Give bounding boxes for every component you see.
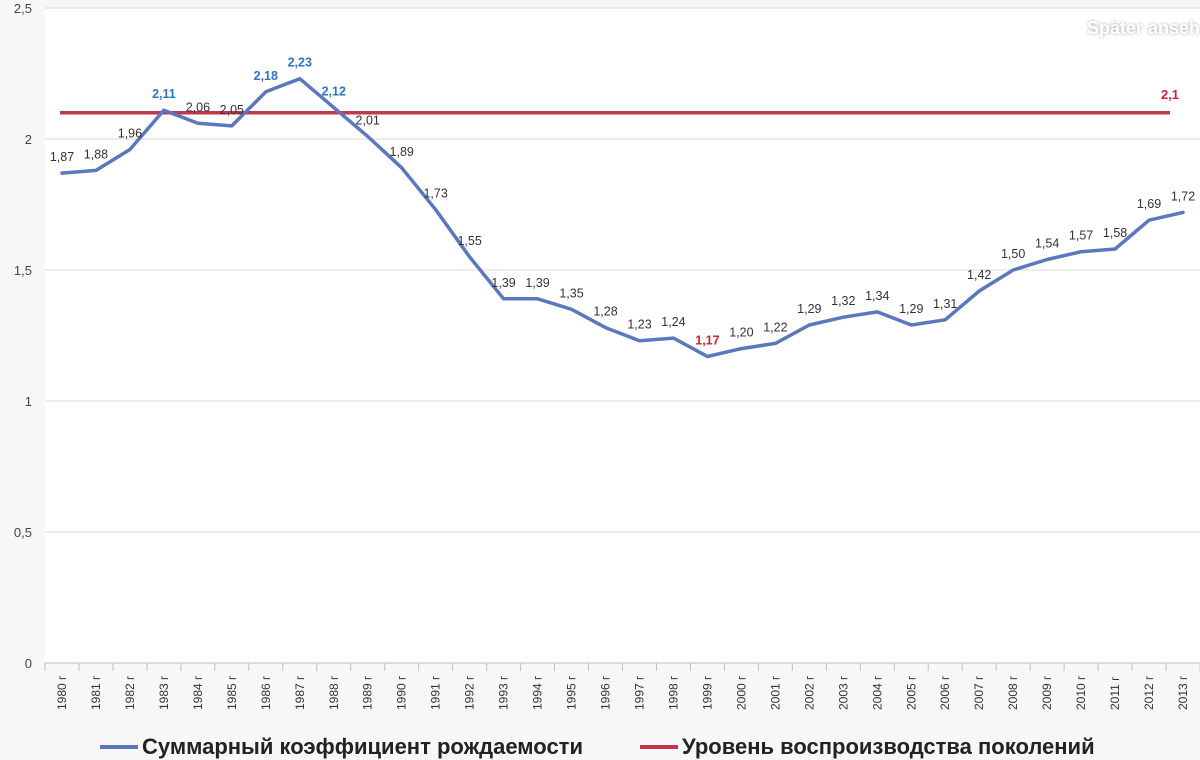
data-label: 2,12 <box>322 85 346 99</box>
x-tick-label: 1998 г <box>666 675 680 710</box>
data-label: 1,22 <box>763 320 787 334</box>
x-tick-label: 2002 г <box>802 675 816 710</box>
data-labels: 1,87 1,88 1,96 2,11 2,06 2,05 2,18 2,23 2,12 2,01… <box>50 56 1195 348</box>
legend-item-fertility: Суммарный коэффициент рождаемости <box>100 734 583 760</box>
x-tick-label: 2003 г <box>836 675 850 710</box>
x-tick-label: 2012 г <box>1142 675 1156 710</box>
legend-swatch-fertility <box>100 745 138 749</box>
y-tick-label: 1,5 <box>14 263 32 278</box>
x-tick-label: 1991 г <box>429 675 443 710</box>
data-label: 2,05 <box>220 103 244 117</box>
data-label: 1,72 <box>1171 189 1195 203</box>
data-label: 1,39 <box>525 276 549 290</box>
x-tick-label: 2000 г <box>734 675 748 710</box>
x-tick-label: 2011 г <box>1108 676 1122 710</box>
data-label: 2,23 <box>288 56 312 70</box>
x-tick-label: 2009 г <box>1040 675 1054 710</box>
y-tick-label: 1 <box>25 394 32 409</box>
x-tick-label: 2006 г <box>938 675 952 710</box>
y-tick-label: 0 <box>25 656 32 671</box>
x-tick-label: 2001 г <box>768 675 782 710</box>
watch-later-overlay[interactable]: Später anseh <box>1086 18 1200 38</box>
x-tick-label: 2007 г <box>972 675 986 710</box>
y-axis-ticks: 0 0,5 1 1,5 2 2,5 <box>14 1 32 671</box>
data-label: 2,06 <box>186 100 210 114</box>
data-label: 1,73 <box>423 187 447 201</box>
x-tick-label: 1983 г <box>157 675 171 710</box>
data-label: 1,96 <box>118 126 142 140</box>
data-label: 2,11 <box>152 87 176 101</box>
x-tick-label: 1992 г <box>463 675 477 710</box>
data-label: 1,20 <box>729 326 753 340</box>
fertility-line <box>60 76 1185 359</box>
data-label: 1,58 <box>1103 226 1127 240</box>
y-tick-label: 0,5 <box>14 525 32 540</box>
x-tick-label: 1994 г <box>531 675 545 710</box>
legend-swatch-replacement <box>640 745 678 749</box>
data-label: 1,29 <box>899 302 923 316</box>
data-label: 1,17 <box>695 333 719 347</box>
x-tick-label: 1981 г <box>89 675 103 710</box>
x-tick-label: 1995 г <box>565 675 579 710</box>
y-tick-label: 2,5 <box>14 1 32 16</box>
x-tick-label: 2010 г <box>1074 675 1088 710</box>
data-label: 1,87 <box>50 150 74 164</box>
legend: Суммарный коэффициент рождаемости Уровен… <box>0 728 1200 760</box>
data-label: 2,01 <box>356 113 380 127</box>
data-label: 1,24 <box>661 315 685 329</box>
data-label: 1,42 <box>967 268 991 282</box>
data-label: 1,54 <box>1035 237 1059 251</box>
x-tick-label: 2013 г <box>1176 675 1190 710</box>
x-tick-label: 1997 г <box>632 675 646 710</box>
replacement-level-label: 2,1 <box>1161 87 1179 102</box>
legend-item-replacement: Уровень воспроизводства поколений <box>640 734 1095 760</box>
data-label: 1,34 <box>865 289 889 303</box>
x-tick-label: 1980 г <box>55 675 69 710</box>
x-tick-label: 1999 г <box>700 675 714 710</box>
fertility-series <box>60 76 1185 359</box>
x-tick-label: 1990 г <box>395 675 409 710</box>
data-label: 1,39 <box>491 276 515 290</box>
x-tick-label: 1987 г <box>293 675 307 710</box>
x-tick-label: 2004 г <box>870 675 884 710</box>
x-tick-label: 2008 г <box>1006 675 1020 710</box>
data-label: 1,35 <box>559 286 583 300</box>
x-tick-label: 1982 г <box>123 675 137 710</box>
legend-label-fertility: Суммарный коэффициент рождаемости <box>142 734 583 759</box>
x-tick-label: 2005 г <box>904 675 918 710</box>
x-tick-label: 1984 г <box>191 675 205 710</box>
legend-label-replacement: Уровень воспроизводства поколений <box>682 734 1095 759</box>
data-label: 1,57 <box>1069 229 1093 243</box>
data-label: 1,88 <box>84 147 108 161</box>
data-label: 1,29 <box>797 302 821 316</box>
data-label: 2,18 <box>254 69 278 83</box>
data-label: 1,55 <box>457 234 481 248</box>
x-tick-label: 1989 г <box>361 675 375 710</box>
data-label: 1,50 <box>1001 247 1025 261</box>
x-axis-ticks: 1980 г 1981 г 1982 г 1983 г 1984 г 1985 г 1986… <box>44 662 1200 710</box>
data-label: 1,89 <box>390 145 414 159</box>
data-label: 1,69 <box>1137 197 1161 211</box>
data-label: 1,32 <box>831 294 855 308</box>
x-tick-label: 1993 г <box>497 675 511 710</box>
y-tick-label: 2 <box>25 132 32 147</box>
data-label: 1,31 <box>933 297 957 311</box>
x-tick-label: 1988 г <box>327 675 341 710</box>
x-tick-label: 1985 г <box>225 675 239 710</box>
x-tick-label: 1996 г <box>599 675 613 710</box>
x-tick-label: 1986 г <box>259 675 273 710</box>
data-label: 1,23 <box>627 318 651 332</box>
data-label: 1,28 <box>593 305 617 319</box>
